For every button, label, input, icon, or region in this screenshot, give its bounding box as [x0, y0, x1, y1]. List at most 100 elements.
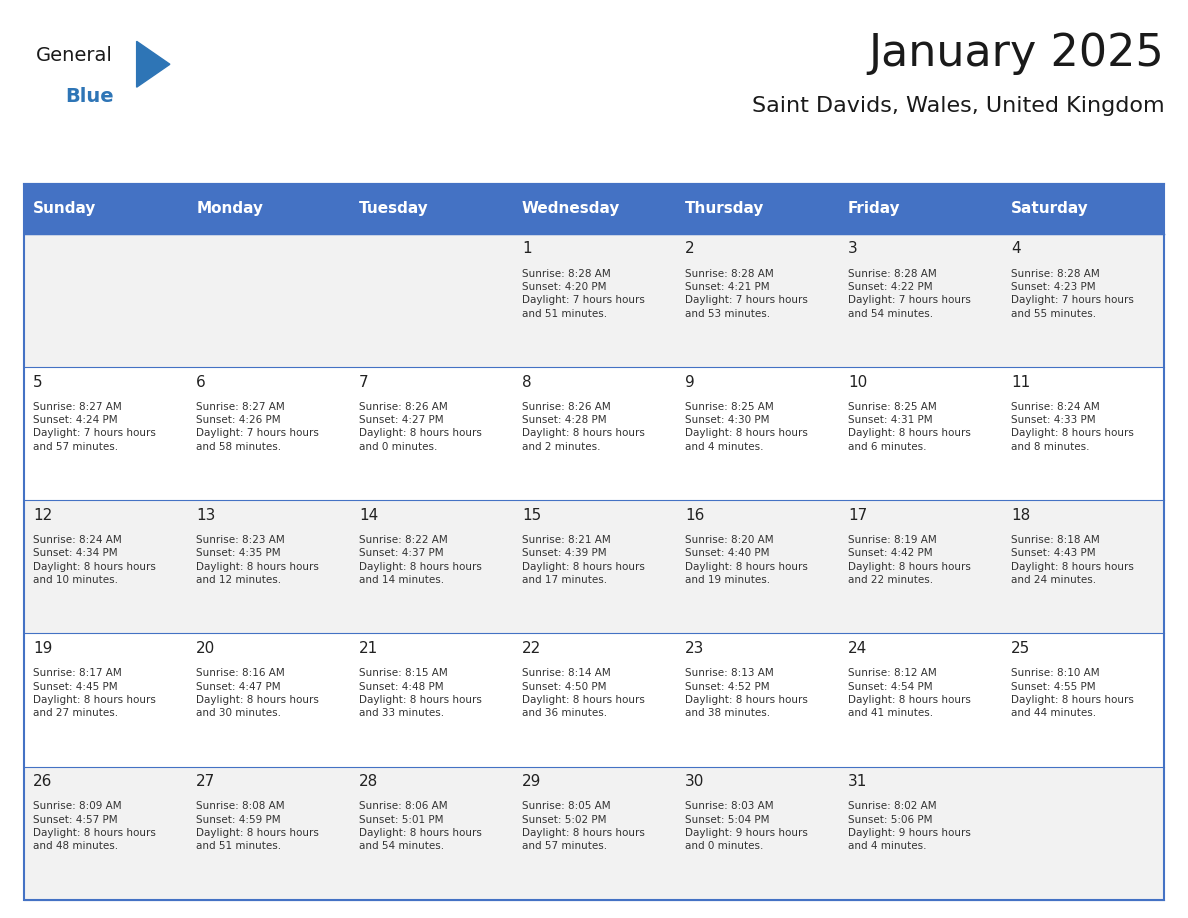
Text: 18: 18	[1011, 508, 1030, 522]
Bar	[676, 767, 839, 900]
Text: 30: 30	[685, 774, 704, 789]
Bar	[1001, 767, 1164, 900]
Text: Monday: Monday	[196, 201, 264, 217]
Text: Sunrise: 8:02 AM
Sunset: 5:06 PM
Daylight: 9 hours hours
and 4 minutes.: Sunrise: 8:02 AM Sunset: 5:06 PM Dayligh…	[848, 801, 971, 851]
Bar	[512, 367, 676, 500]
Bar	[24, 500, 187, 633]
Text: 7: 7	[359, 375, 368, 389]
Bar	[676, 500, 839, 633]
Text: Sunrise: 8:15 AM
Sunset: 4:48 PM
Daylight: 8 hours hours
and 33 minutes.: Sunrise: 8:15 AM Sunset: 4:48 PM Dayligh…	[359, 668, 482, 718]
Text: 4: 4	[1011, 241, 1020, 256]
Text: Sunrise: 8:25 AM
Sunset: 4:31 PM
Daylight: 8 hours hours
and 6 minutes.: Sunrise: 8:25 AM Sunset: 4:31 PM Dayligh…	[848, 402, 971, 452]
Text: Blue: Blue	[65, 87, 114, 106]
Text: 23: 23	[685, 641, 704, 655]
Bar	[676, 633, 839, 767]
Text: Sunrise: 8:09 AM
Sunset: 4:57 PM
Daylight: 8 hours hours
and 48 minutes.: Sunrise: 8:09 AM Sunset: 4:57 PM Dayligh…	[33, 801, 156, 851]
Text: 25: 25	[1011, 641, 1030, 655]
Text: Sunrise: 8:17 AM
Sunset: 4:45 PM
Daylight: 8 hours hours
and 27 minutes.: Sunrise: 8:17 AM Sunset: 4:45 PM Dayligh…	[33, 668, 156, 718]
Text: 11: 11	[1011, 375, 1030, 389]
Text: 26: 26	[33, 774, 52, 789]
Text: Sunrise: 8:20 AM
Sunset: 4:40 PM
Daylight: 8 hours hours
and 19 minutes.: Sunrise: 8:20 AM Sunset: 4:40 PM Dayligh…	[685, 535, 808, 585]
Bar	[1001, 500, 1164, 633]
Text: Sunrise: 8:27 AM
Sunset: 4:26 PM
Daylight: 7 hours hours
and 58 minutes.: Sunrise: 8:27 AM Sunset: 4:26 PM Dayligh…	[196, 402, 320, 452]
Polygon shape	[137, 41, 170, 87]
Text: Sunrise: 8:23 AM
Sunset: 4:35 PM
Daylight: 8 hours hours
and 12 minutes.: Sunrise: 8:23 AM Sunset: 4:35 PM Dayligh…	[196, 535, 320, 585]
Bar	[839, 500, 1001, 633]
Bar	[512, 234, 676, 367]
Text: Sunrise: 8:14 AM
Sunset: 4:50 PM
Daylight: 8 hours hours
and 36 minutes.: Sunrise: 8:14 AM Sunset: 4:50 PM Dayligh…	[522, 668, 645, 718]
Bar	[187, 633, 349, 767]
Text: 5: 5	[33, 375, 43, 389]
Text: Sunrise: 8:24 AM
Sunset: 4:34 PM
Daylight: 8 hours hours
and 10 minutes.: Sunrise: 8:24 AM Sunset: 4:34 PM Dayligh…	[33, 535, 156, 585]
Bar	[839, 767, 1001, 900]
Text: 3: 3	[848, 241, 858, 256]
Text: 27: 27	[196, 774, 215, 789]
Text: Thursday: Thursday	[685, 201, 764, 217]
Bar	[187, 234, 349, 367]
Text: 17: 17	[848, 508, 867, 522]
Text: Sunrise: 8:28 AM
Sunset: 4:20 PM
Daylight: 7 hours hours
and 51 minutes.: Sunrise: 8:28 AM Sunset: 4:20 PM Dayligh…	[522, 269, 645, 319]
Text: 12: 12	[33, 508, 52, 522]
Text: Sunday: Sunday	[33, 201, 96, 217]
Bar	[1001, 367, 1164, 500]
Bar	[349, 234, 512, 367]
Text: Sunrise: 8:16 AM
Sunset: 4:47 PM
Daylight: 8 hours hours
and 30 minutes.: Sunrise: 8:16 AM Sunset: 4:47 PM Dayligh…	[196, 668, 320, 718]
Bar	[24, 184, 1164, 234]
Text: 13: 13	[196, 508, 215, 522]
Bar	[24, 633, 187, 767]
Bar	[349, 500, 512, 633]
Bar	[349, 767, 512, 900]
Bar	[187, 767, 349, 900]
Bar	[839, 367, 1001, 500]
Text: 29: 29	[522, 774, 542, 789]
Text: Sunrise: 8:26 AM
Sunset: 4:27 PM
Daylight: 8 hours hours
and 0 minutes.: Sunrise: 8:26 AM Sunset: 4:27 PM Dayligh…	[359, 402, 482, 452]
Text: 16: 16	[685, 508, 704, 522]
Text: Sunrise: 8:22 AM
Sunset: 4:37 PM
Daylight: 8 hours hours
and 14 minutes.: Sunrise: 8:22 AM Sunset: 4:37 PM Dayligh…	[359, 535, 482, 585]
Bar	[512, 767, 676, 900]
Text: Sunrise: 8:06 AM
Sunset: 5:01 PM
Daylight: 8 hours hours
and 54 minutes.: Sunrise: 8:06 AM Sunset: 5:01 PM Dayligh…	[359, 801, 482, 851]
Bar	[187, 500, 349, 633]
Bar	[24, 767, 187, 900]
Text: Sunrise: 8:28 AM
Sunset: 4:23 PM
Daylight: 7 hours hours
and 55 minutes.: Sunrise: 8:28 AM Sunset: 4:23 PM Dayligh…	[1011, 269, 1133, 319]
Bar	[1001, 234, 1164, 367]
Text: 9: 9	[685, 375, 695, 389]
Bar	[24, 234, 187, 367]
Text: Sunrise: 8:26 AM
Sunset: 4:28 PM
Daylight: 8 hours hours
and 2 minutes.: Sunrise: 8:26 AM Sunset: 4:28 PM Dayligh…	[522, 402, 645, 452]
Bar	[349, 367, 512, 500]
Text: Saturday: Saturday	[1011, 201, 1088, 217]
Text: 24: 24	[848, 641, 867, 655]
Bar	[512, 500, 676, 633]
Text: Sunrise: 8:19 AM
Sunset: 4:42 PM
Daylight: 8 hours hours
and 22 minutes.: Sunrise: 8:19 AM Sunset: 4:42 PM Dayligh…	[848, 535, 971, 585]
Text: 21: 21	[359, 641, 378, 655]
Text: Sunrise: 8:10 AM
Sunset: 4:55 PM
Daylight: 8 hours hours
and 44 minutes.: Sunrise: 8:10 AM Sunset: 4:55 PM Dayligh…	[1011, 668, 1133, 718]
Text: January 2025: January 2025	[868, 32, 1164, 75]
Text: Sunrise: 8:27 AM
Sunset: 4:24 PM
Daylight: 7 hours hours
and 57 minutes.: Sunrise: 8:27 AM Sunset: 4:24 PM Dayligh…	[33, 402, 156, 452]
Bar	[349, 633, 512, 767]
Text: Sunrise: 8:08 AM
Sunset: 4:59 PM
Daylight: 8 hours hours
and 51 minutes.: Sunrise: 8:08 AM Sunset: 4:59 PM Dayligh…	[196, 801, 320, 851]
Text: Sunrise: 8:13 AM
Sunset: 4:52 PM
Daylight: 8 hours hours
and 38 minutes.: Sunrise: 8:13 AM Sunset: 4:52 PM Dayligh…	[685, 668, 808, 718]
Bar	[512, 633, 676, 767]
Text: 14: 14	[359, 508, 378, 522]
Text: 15: 15	[522, 508, 542, 522]
Bar	[839, 633, 1001, 767]
Bar	[187, 367, 349, 500]
Bar	[676, 234, 839, 367]
Text: Sunrise: 8:25 AM
Sunset: 4:30 PM
Daylight: 8 hours hours
and 4 minutes.: Sunrise: 8:25 AM Sunset: 4:30 PM Dayligh…	[685, 402, 808, 452]
Text: Sunrise: 8:24 AM
Sunset: 4:33 PM
Daylight: 8 hours hours
and 8 minutes.: Sunrise: 8:24 AM Sunset: 4:33 PM Dayligh…	[1011, 402, 1133, 452]
Text: 1: 1	[522, 241, 532, 256]
Text: 20: 20	[196, 641, 215, 655]
Bar	[24, 367, 187, 500]
Text: 6: 6	[196, 375, 206, 389]
Bar	[1001, 633, 1164, 767]
Text: Saint Davids, Wales, United Kingdom: Saint Davids, Wales, United Kingdom	[752, 96, 1164, 117]
Bar	[839, 234, 1001, 367]
Text: Sunrise: 8:12 AM
Sunset: 4:54 PM
Daylight: 8 hours hours
and 41 minutes.: Sunrise: 8:12 AM Sunset: 4:54 PM Dayligh…	[848, 668, 971, 718]
Text: Tuesday: Tuesday	[359, 201, 429, 217]
Text: Sunrise: 8:21 AM
Sunset: 4:39 PM
Daylight: 8 hours hours
and 17 minutes.: Sunrise: 8:21 AM Sunset: 4:39 PM Dayligh…	[522, 535, 645, 585]
Text: General: General	[36, 46, 113, 65]
Bar	[676, 367, 839, 500]
Text: Sunrise: 8:18 AM
Sunset: 4:43 PM
Daylight: 8 hours hours
and 24 minutes.: Sunrise: 8:18 AM Sunset: 4:43 PM Dayligh…	[1011, 535, 1133, 585]
Text: Sunrise: 8:28 AM
Sunset: 4:21 PM
Daylight: 7 hours hours
and 53 minutes.: Sunrise: 8:28 AM Sunset: 4:21 PM Dayligh…	[685, 269, 808, 319]
Text: Wednesday: Wednesday	[522, 201, 620, 217]
Text: 10: 10	[848, 375, 867, 389]
